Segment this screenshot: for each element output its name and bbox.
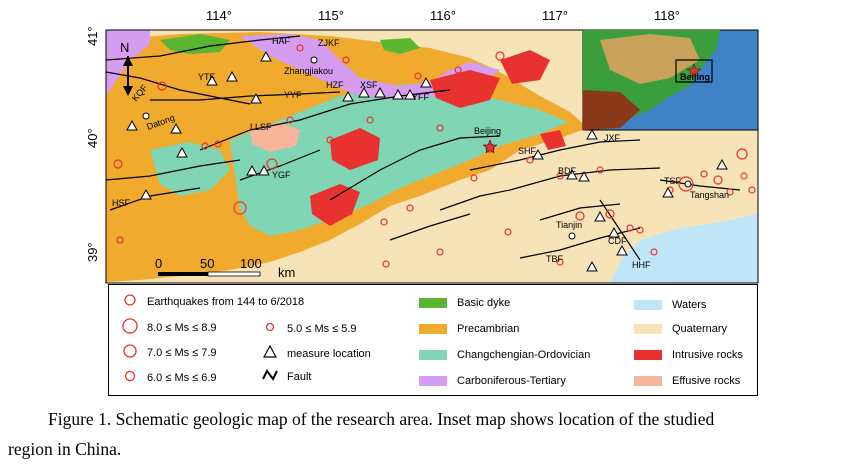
svg-text:50: 50 <box>200 256 214 271</box>
svg-text:115°: 115° <box>318 8 344 23</box>
svg-text:Beijing: Beijing <box>474 126 501 136</box>
geologic-map: Beijing N 0 50 100 km 114° 115° 116° 117… <box>85 8 759 284</box>
intrusive-area-3 <box>430 70 500 108</box>
svg-text:LLSF: LLSF <box>250 122 272 132</box>
svg-text:SHF: SHF <box>518 146 537 156</box>
svg-text:Tangshan: Tangshan <box>690 190 729 200</box>
legend-mag-6: 6.0 ≤ Ms ≤ 6.9 <box>119 369 217 386</box>
caption-line-1: Figure 1. Schematic geologic map of the … <box>48 409 715 429</box>
svg-text:118°: 118° <box>654 8 680 23</box>
intrusive-area-5 <box>540 130 566 150</box>
svg-text:HAF: HAF <box>272 36 291 46</box>
svg-text:HZF: HZF <box>326 80 344 90</box>
beijing-star <box>482 139 498 154</box>
svg-text:TBF: TBF <box>546 254 564 264</box>
svg-text:HHF: HHF <box>632 260 651 270</box>
latitude-ticks: 41° 40° 39° <box>85 26 100 262</box>
svg-text:100: 100 <box>240 256 262 271</box>
svg-text:Tianjin: Tianjin <box>556 220 582 230</box>
svg-text:N: N <box>120 40 129 55</box>
basic-dyke-area <box>160 34 230 54</box>
svg-text:116°: 116° <box>430 8 456 23</box>
legend-mag-8: 8.0 ≤ Ms ≤ 8.9 <box>119 317 217 338</box>
svg-text:TSF: TSF <box>664 176 682 186</box>
svg-text:km: km <box>278 265 295 280</box>
legend-effusive: Effusive rocks <box>634 375 740 387</box>
longitude-ticks: 114° 115° 116° 117° 118° <box>206 8 680 23</box>
legend-measure: measure location <box>259 344 371 362</box>
figure-caption: Figure 1. Schematic geologic map of the … <box>8 404 850 464</box>
legend-carboniferous: Carboniferous-Tertiary <box>419 375 566 387</box>
svg-text:Zhangjiakou: Zhangjiakou <box>284 66 333 76</box>
scale-bar: 0 50 100 km <box>155 256 295 280</box>
legend-fault: Fault <box>259 369 311 384</box>
legend-precambrian: Precambrian <box>419 323 519 335</box>
zhangjiakou-marker <box>310 56 318 64</box>
svg-text:XSF: XSF <box>360 80 378 90</box>
svg-text:JXF: JXF <box>604 133 621 143</box>
svg-text:YYF: YYF <box>284 90 302 100</box>
svg-text:0: 0 <box>155 256 162 271</box>
legend-quaternary: Quaternary <box>634 323 727 335</box>
legend-intrusive: Intrusive rocks <box>634 349 743 361</box>
svg-text:HSF: HSF <box>112 198 131 208</box>
legend-waters: Waters <box>634 299 706 311</box>
map-frame <box>105 29 759 284</box>
svg-text:YFF: YFF <box>412 92 430 102</box>
legend-earthquakes: Earthquakes from 144 to 6/2018 <box>119 293 304 310</box>
basic-dyke-area-2 <box>380 38 420 54</box>
north-arrow: N <box>120 40 133 96</box>
legend-changchengian: Changchengian-Ordovician <box>419 349 590 361</box>
intrusive-area-2 <box>310 184 360 226</box>
legend-basic-dyke: Basic dyke <box>419 297 510 309</box>
svg-text:39°: 39° <box>85 242 100 262</box>
tianjin-marker <box>568 232 576 240</box>
datong-marker <box>142 112 150 120</box>
inset-beijing-label: Beijing <box>680 72 710 82</box>
svg-text:CDF: CDF <box>608 236 627 246</box>
legend-mag-7: 7.0 ≤ Ms ≤ 7.9 <box>119 343 217 362</box>
svg-text:YGF: YGF <box>272 170 291 180</box>
svg-text:BDF: BDF <box>558 166 577 176</box>
changchengian-area-west <box>150 142 230 196</box>
intrusive-area-1 <box>330 128 380 170</box>
effusive-area <box>250 122 300 152</box>
inset-map: Beijing <box>582 29 759 131</box>
legend-mag-5: 5.0 ≤ Ms ≤ 5.9 <box>259 321 357 336</box>
svg-text:114°: 114° <box>206 8 232 23</box>
svg-text:41°: 41° <box>85 26 100 46</box>
svg-text:ZJKF: ZJKF <box>318 38 340 48</box>
tangshan-marker <box>684 180 692 188</box>
intrusive-area-4 <box>500 50 550 84</box>
waters-area <box>610 214 758 283</box>
svg-text:117°: 117° <box>542 8 568 23</box>
map-legend: Earthquakes from 144 to 6/2018 8.0 ≤ Ms … <box>108 284 758 396</box>
svg-text:40°: 40° <box>85 128 100 148</box>
svg-text:YTF: YTF <box>198 72 216 82</box>
caption-line-2: region in China. <box>8 439 122 459</box>
earthquake-markers <box>113 44 756 268</box>
measure-location-markers <box>126 50 728 272</box>
